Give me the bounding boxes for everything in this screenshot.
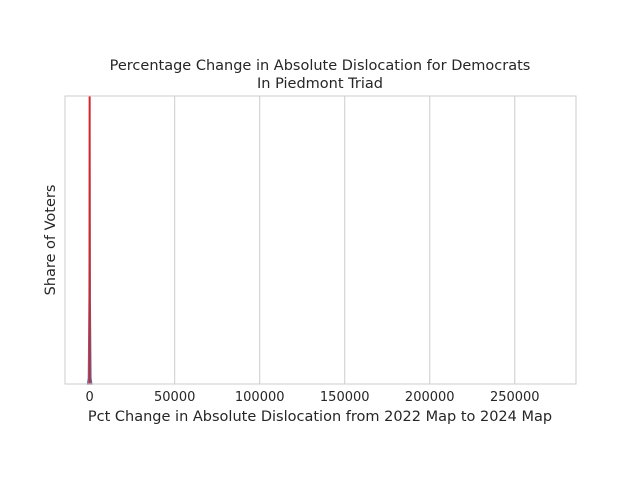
chart-title: Percentage Change in Absolute Dislocatio… xyxy=(110,58,531,74)
plot-frame xyxy=(64,95,577,385)
x-tick-label-5: 250000 xyxy=(490,390,540,405)
x-tick-label-0: 0 xyxy=(86,390,94,405)
x-axis-ticks: 0 50000 100000 150000 200000 250000 xyxy=(86,390,540,405)
x-tick-label-3: 150000 xyxy=(320,390,370,405)
x-tick-label-1: 50000 xyxy=(154,390,195,405)
x-tick-label-2: 100000 xyxy=(235,390,285,405)
y-axis-label: Share of Voters xyxy=(43,185,59,296)
x-axis-label: Pct Change in Absolute Dislocation from … xyxy=(88,409,552,425)
chart-subtitle: In Piedmont Triad xyxy=(257,76,383,92)
x-tick-label-4: 200000 xyxy=(405,390,455,405)
